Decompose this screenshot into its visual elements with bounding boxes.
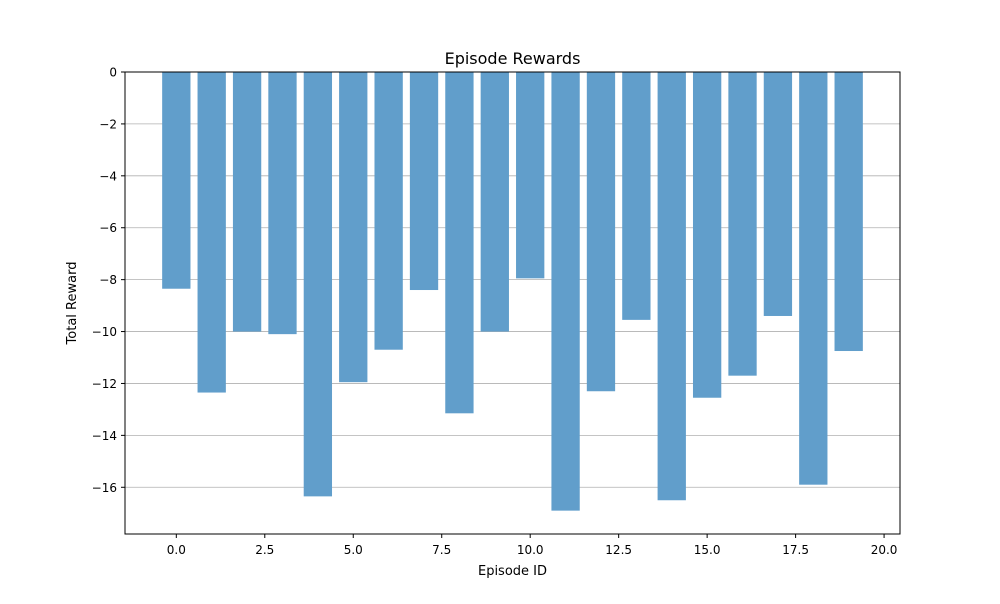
- x-tick-label-5: 12.5: [605, 543, 632, 557]
- bar-episode-15: [692, 72, 722, 398]
- bar-episode-5: [339, 72, 368, 383]
- y-tick-label-1: −2: [99, 117, 117, 131]
- bar-episode-2: [232, 72, 262, 332]
- plot-frame: [124, 71, 901, 535]
- x-tick-label-3: 7.5: [432, 543, 451, 557]
- bar-episode-16: [728, 72, 757, 376]
- y-tick-label-7: −14: [92, 429, 117, 443]
- bar-episode-18: [799, 72, 828, 485]
- x-tick-label-6: 15.0: [694, 543, 721, 557]
- chart-title: Episode Rewards: [445, 49, 581, 68]
- bar-episode-1: [197, 72, 226, 393]
- bar-episode-6: [374, 72, 403, 350]
- x-axis-label: Episode ID: [478, 564, 547, 579]
- bar-episode-7: [409, 72, 439, 291]
- y-axis-label: Total Reward: [65, 262, 80, 346]
- x-tick-label-8: 20.0: [871, 543, 898, 557]
- y-tick-label-3: −6: [99, 221, 117, 235]
- bar-episode-4: [303, 72, 333, 497]
- bar-episode-0: [162, 72, 191, 289]
- bar-episode-19: [834, 72, 863, 352]
- x-tick-label-4: 10.0: [517, 543, 544, 557]
- x-tick-label-7: 17.5: [782, 543, 809, 557]
- x-tick-label-0: 0.0: [167, 543, 186, 557]
- bar-episode-14: [657, 72, 686, 501]
- y-tick-label-6: −12: [92, 377, 117, 391]
- bar-episode-17: [763, 72, 793, 316]
- bar-episode-12: [586, 72, 616, 392]
- bar-episode-9: [480, 72, 509, 332]
- y-tick-label-5: −10: [92, 325, 117, 339]
- bar-episode-11: [551, 72, 580, 511]
- axes: 0 −2 −4 −6 −8 −10 −12 −14 −16 0.0 2.5 5.0 7.5 10.0 12.…: [92, 66, 901, 557]
- x-tick-label-1: 2.5: [255, 543, 274, 557]
- y-tick-label-4: −8: [99, 273, 117, 287]
- y-tick-label-2: −4: [99, 169, 117, 183]
- bars: [162, 72, 863, 511]
- bar-episode-8: [445, 72, 474, 414]
- bar-episode-13: [622, 72, 651, 320]
- x-tick-label-2: 5.0: [344, 543, 363, 557]
- bar-episode-3: [268, 72, 297, 335]
- y-tick-label-0: 0: [109, 66, 117, 80]
- bar-episode-10: [516, 72, 545, 279]
- y-tick-label-8: −16: [92, 481, 117, 495]
